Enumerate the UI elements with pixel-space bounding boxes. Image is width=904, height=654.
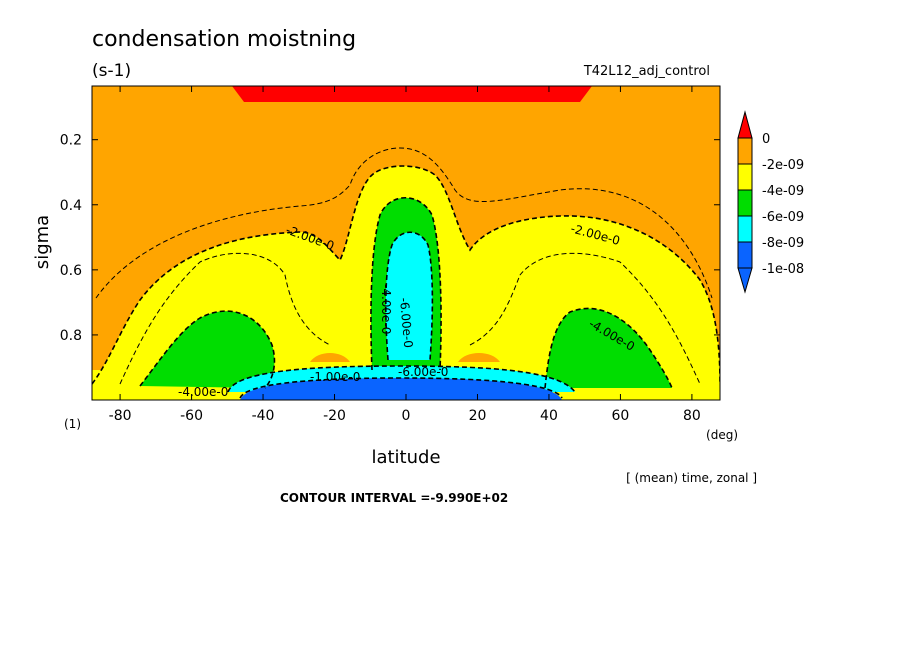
units-label: (s-1) — [92, 61, 131, 81]
colorbar-label: -2e-09 — [762, 158, 804, 173]
colorbar-swatch — [737, 241, 753, 269]
x-axis-title: latitude — [371, 447, 440, 468]
contour-label: -6.00e-0 — [397, 297, 415, 348]
colorbar-label: 0 — [762, 132, 770, 147]
colorbar-label: -1e-08 — [762, 262, 804, 277]
x-tick-label: -80 — [109, 408, 132, 424]
x-axis: -80 -60 -40 -20 0 20 40 60 80 — [109, 86, 701, 424]
colorbar-swatch — [737, 189, 753, 217]
region-minus8e-09-center — [385, 232, 433, 360]
x-tick-label: 0 — [402, 408, 411, 424]
run-label: T42L12_adj_control — [583, 64, 710, 79]
region-zero — [232, 86, 592, 102]
region-bump-left — [310, 353, 350, 362]
y-tick-label: 0.8 — [60, 328, 82, 344]
contour-label: -1.00e-0 — [310, 370, 360, 384]
chart-title: condensation moistning — [92, 27, 356, 52]
contour-label: -4.00e-0 — [379, 284, 393, 334]
colorbar: 0 -2e-09 -4e-09 -6e-09 -8e-09 -1e-08 — [737, 110, 804, 294]
contour-interval-text: CONTOUR INTERVAL =-9.990E+02 — [280, 491, 508, 505]
colorbar-bottom-triangle — [737, 267, 753, 294]
x-tick-label: 40 — [540, 408, 558, 424]
x-unit-label: (deg) — [706, 428, 738, 442]
plot-area: -2.00e-0 -2.00e-0 -4.00e-0 -4.00e-0 -4.0… — [91, 85, 721, 401]
colorbar-swatch — [737, 215, 753, 243]
region-minus1e-08 — [240, 378, 562, 400]
region-minus6e-09-right — [545, 308, 672, 388]
y-axis: 0.2 0.4 0.6 0.8 — [60, 133, 720, 344]
y-tick-label: 0.4 — [60, 198, 82, 214]
y-corner-label: (1) — [64, 417, 81, 431]
x-tick-label: 20 — [469, 408, 487, 424]
colorbar-label: -4e-09 — [762, 184, 804, 199]
contour-lines — [92, 147, 720, 399]
x-tick-label: 80 — [683, 408, 701, 424]
colorbar-swatch — [737, 137, 753, 165]
colorbar-label: -6e-09 — [762, 210, 804, 225]
x-tick-label: -60 — [180, 408, 203, 424]
x-tick-label: -20 — [323, 408, 346, 424]
y-tick-label: 0.6 — [60, 263, 82, 279]
y-tick-label: 0.2 — [60, 133, 82, 149]
region-minus6e-09-left — [140, 311, 275, 388]
average-note: [ (mean) time, zonal ] — [626, 471, 757, 485]
colorbar-swatch — [737, 163, 753, 191]
colorbar-top-triangle — [737, 110, 753, 139]
x-tick-label: -40 — [252, 408, 275, 424]
y-axis-title: sigma — [32, 215, 53, 269]
colorbar-label: -8e-09 — [762, 236, 804, 251]
contour-label: -4.00e-0 — [178, 385, 228, 399]
contour-label: -6.00e-0 — [398, 365, 448, 379]
region-bump-right — [458, 353, 500, 362]
x-tick-label: 60 — [612, 408, 630, 424]
